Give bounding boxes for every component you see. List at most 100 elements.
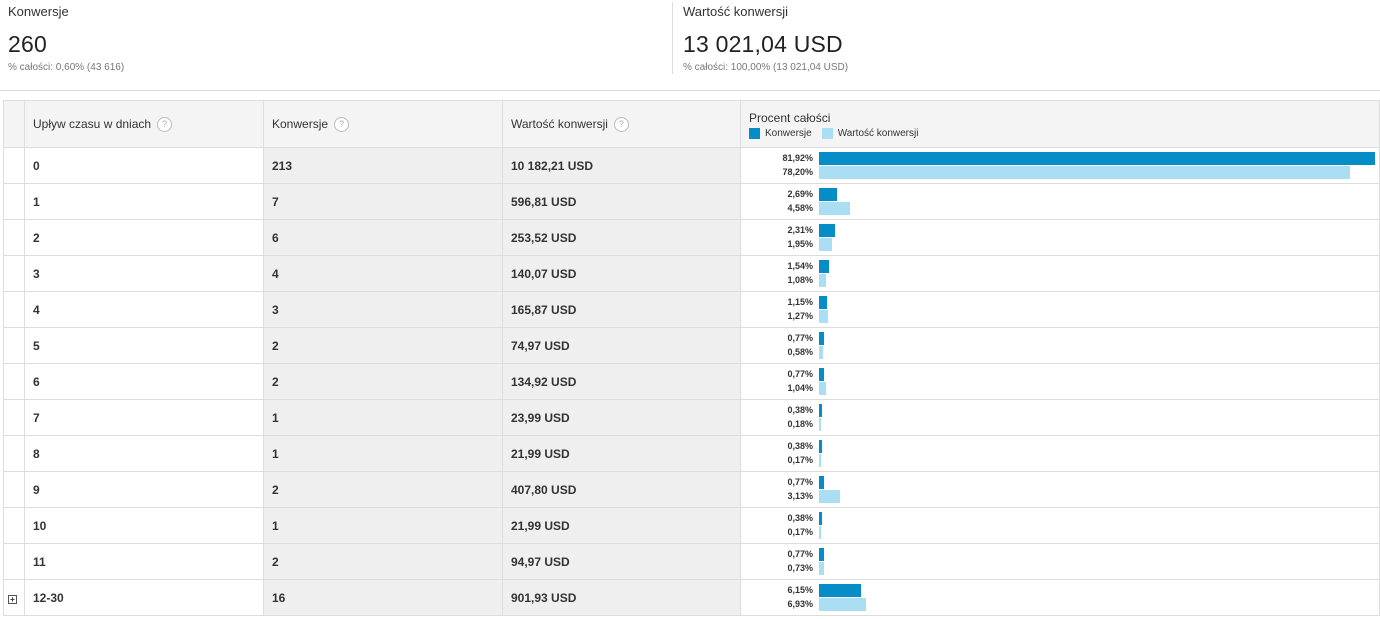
cell-days-text: 0 (33, 158, 40, 173)
percent-labels: 0,77% 0,73% (741, 547, 813, 575)
column-header-conversions-label: Konwersje (272, 117, 329, 131)
metric-value-sub: % całości: 100,00% (13 021,04 USD) (683, 62, 849, 73)
cell-conversions-text: 2 (272, 554, 279, 569)
cell-days: 10 (24, 507, 264, 544)
percent-labels: 0,77% 0,58% (741, 331, 813, 359)
table-row[interactable]: 0 213 10 182,21 USD 81,92% 78,20% (3, 147, 1380, 184)
cell-days: 5 (24, 327, 264, 364)
help-icon[interactable]: ? (334, 116, 350, 132)
percent-conversions-label: 0,77% (787, 333, 813, 343)
cell-conversions-text: 2 (272, 482, 279, 497)
cell-value-text: 10 182,21 USD (511, 158, 594, 173)
cell-percent: 0,77% 3,13% (740, 471, 1380, 508)
percent-value-label: 4,58% (787, 203, 813, 213)
cell-value-text: 21,99 USD (511, 446, 570, 461)
percent-value-label: 0,18% (787, 419, 813, 429)
expand-cell (3, 399, 25, 436)
percent-value-label: 0,17% (787, 455, 813, 465)
percent-bars (819, 404, 1375, 431)
percent-conversions-label: 0,77% (787, 369, 813, 379)
cell-percent: 0,38% 0,18% (740, 399, 1380, 436)
cell-days: 6 (24, 363, 264, 400)
percent-value-label: 1,08% (787, 275, 813, 285)
column-header-value-label: Wartość konwersji (511, 117, 608, 131)
percent-value-label: 1,95% (787, 239, 813, 249)
expand-plus-icon[interactable]: + (8, 594, 17, 604)
cell-days: 4 (24, 291, 264, 328)
table-row[interactable]: 11 2 94,97 USD 0,77% 0,73% (3, 543, 1380, 580)
cell-days-text: 12-30 (33, 590, 64, 605)
percent-bars (819, 440, 1375, 467)
cell-conversions: 1 (263, 399, 503, 436)
table-row[interactable]: 6 2 134,92 USD 0,77% 1,04% (3, 363, 1380, 400)
percent-conversions-label: 0,38% (787, 513, 813, 523)
help-icon[interactable]: ? (157, 116, 173, 132)
cell-value-text: 94,97 USD (511, 554, 570, 569)
table-row[interactable]: 2 6 253,52 USD 2,31% 1,95% (3, 219, 1380, 256)
table-row[interactable]: 9 2 407,80 USD 0,77% 3,13% (3, 471, 1380, 508)
cell-value: 165,87 USD (502, 291, 741, 328)
cell-value-text: 901,93 USD (511, 590, 577, 605)
percent-labels: 1,54% 1,08% (741, 259, 813, 287)
bar-value (819, 274, 827, 287)
cell-conversions-text: 3 (272, 302, 279, 317)
table-row[interactable]: 8 1 21,99 USD 0,38% 0,17% (3, 435, 1380, 472)
percent-bars (819, 296, 1375, 323)
table-row[interactable]: +12-30 16 901,93 USD 6,15% 6,93% (3, 579, 1380, 616)
column-header-conversions[interactable]: Konwersje? (263, 100, 503, 148)
percent-labels: 81,92% 78,20% (741, 151, 813, 179)
cell-days: 8 (24, 435, 264, 472)
percent-value-label: 1,04% (787, 383, 813, 393)
expand-column-header (3, 100, 25, 148)
bar-value (819, 454, 821, 467)
percent-conversions-label: 1,54% (787, 261, 813, 271)
cell-days-text: 3 (33, 266, 40, 281)
percent-labels: 1,15% 1,27% (741, 295, 813, 323)
bar-conversions (819, 188, 838, 201)
cell-percent: 2,31% 1,95% (740, 219, 1380, 256)
column-header-days[interactable]: Upływ czasu w dniach? (24, 100, 264, 148)
table-row[interactable]: 4 3 165,87 USD 1,15% 1,27% (3, 291, 1380, 328)
percent-labels: 2,69% 4,58% (741, 187, 813, 215)
cell-percent: 0,77% 0,73% (740, 543, 1380, 580)
cell-days-text: 8 (33, 446, 40, 461)
cell-conversions-text: 4 (272, 266, 279, 281)
percent-labels: 0,77% 3,13% (741, 475, 813, 503)
table-row[interactable]: 5 2 74,97 USD 0,77% 0,58% (3, 327, 1380, 364)
percent-labels: 0,38% 0,18% (741, 403, 813, 431)
bar-conversions (819, 584, 861, 597)
expand-cell[interactable]: + (3, 579, 25, 616)
table-row[interactable]: 3 4 140,07 USD 1,54% 1,08% (3, 255, 1380, 292)
percent-value-label: 3,13% (787, 491, 813, 501)
table-row[interactable]: 7 1 23,99 USD 0,38% 0,18% (3, 399, 1380, 436)
expand-cell (3, 147, 25, 184)
bar-value (819, 166, 1350, 179)
help-icon[interactable]: ? (613, 116, 629, 132)
cell-conversions-text: 1 (272, 518, 279, 533)
metric-conversions: Konwersje 260 % całości: 0,60% (43 616) (8, 0, 124, 73)
cell-days-text: 11 (33, 554, 46, 569)
table-row[interactable]: 1 7 596,81 USD 2,69% 4,58% (3, 183, 1380, 220)
table-row[interactable]: 10 1 21,99 USD 0,38% 0,17% (3, 507, 1380, 544)
cell-days-text: 5 (33, 338, 40, 353)
cell-days: 1 (24, 183, 264, 220)
cell-days: 3 (24, 255, 264, 292)
percent-bars (819, 476, 1375, 503)
cell-percent: 0,38% 0,17% (740, 507, 1380, 544)
legend: Konwersje Wartość konwersji (741, 128, 1379, 139)
bar-value (819, 526, 821, 539)
legend-item-conversions: Konwersje (749, 128, 812, 139)
column-header-value[interactable]: Wartość konwersji? (502, 100, 741, 148)
column-header-percent: Procent całości Konwersje Wartość konwer… (740, 100, 1380, 148)
expand-cell (3, 543, 25, 580)
bar-conversions (819, 152, 1375, 165)
summary-panel: Konwersje 260 % całości: 0,60% (43 616) … (0, 0, 1380, 91)
cell-percent: 0,38% 0,17% (740, 435, 1380, 472)
cell-days: 0 (24, 147, 264, 184)
bar-conversions (819, 296, 827, 309)
legend-label-value: Wartość konwersji (837, 128, 919, 139)
cell-conversions: 1 (263, 507, 503, 544)
percent-conversions-label: 0,77% (787, 549, 813, 559)
expand-cell (3, 291, 25, 328)
cell-conversions: 6 (263, 219, 503, 256)
